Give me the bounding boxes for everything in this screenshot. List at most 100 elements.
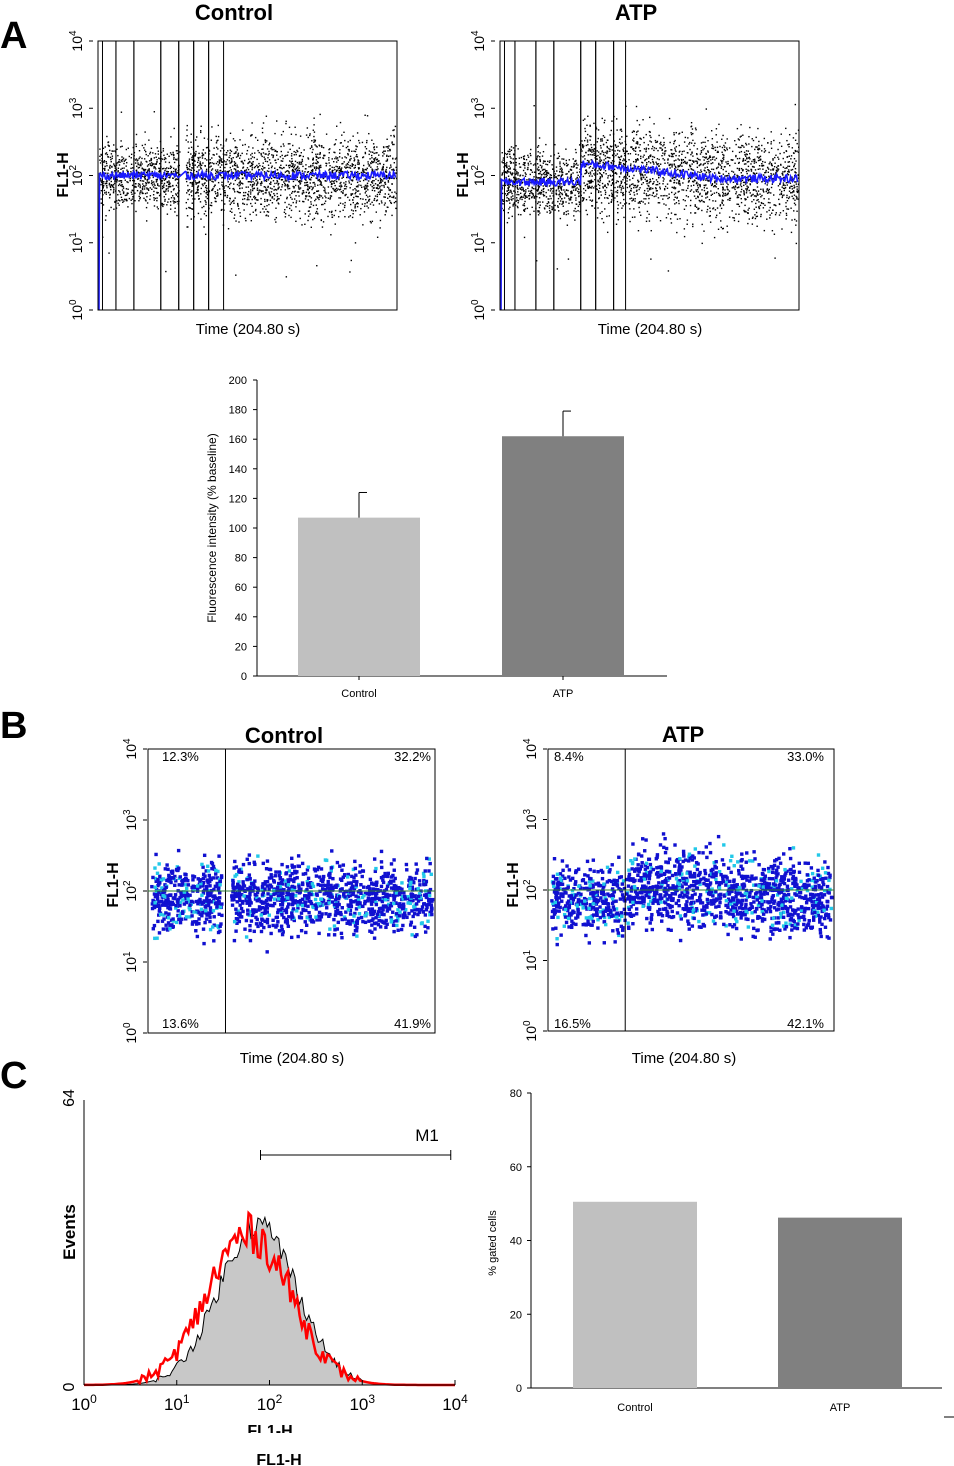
event-point xyxy=(226,194,229,197)
event-point xyxy=(751,160,753,163)
event-point xyxy=(515,158,517,160)
event-point xyxy=(169,152,172,154)
event-point xyxy=(510,162,512,165)
event-point xyxy=(746,176,748,179)
event-point xyxy=(731,170,733,173)
event-point xyxy=(552,200,554,203)
event-point xyxy=(794,181,796,183)
y-tick-label: 102 xyxy=(68,164,85,186)
event-point xyxy=(728,216,731,218)
event-point xyxy=(330,211,333,214)
event-point xyxy=(115,207,118,209)
event-point xyxy=(260,181,263,183)
event-point xyxy=(186,124,188,127)
event-point xyxy=(673,164,676,166)
event-point xyxy=(789,187,791,189)
event-point xyxy=(324,200,327,202)
event-point xyxy=(748,178,751,181)
event-point xyxy=(653,147,656,149)
event-point xyxy=(609,145,612,147)
event-point xyxy=(529,192,531,195)
event-point xyxy=(320,182,322,185)
event-point xyxy=(741,169,744,171)
event-point xyxy=(697,187,700,189)
event-point xyxy=(384,183,387,185)
event-point xyxy=(198,169,200,171)
event-point xyxy=(356,190,359,192)
event-point xyxy=(513,202,516,204)
event-point xyxy=(787,169,790,171)
event-point xyxy=(637,229,640,232)
event-point xyxy=(795,132,797,135)
event-point xyxy=(338,185,341,187)
event-point xyxy=(560,183,562,185)
event-point xyxy=(225,184,227,187)
event-point xyxy=(122,187,125,189)
event-point xyxy=(575,159,577,162)
event-point xyxy=(546,205,549,207)
event-point xyxy=(782,210,785,212)
event-point xyxy=(315,169,317,171)
event-point xyxy=(385,171,388,173)
event-point xyxy=(643,189,646,192)
event-point xyxy=(772,158,774,160)
event-point xyxy=(538,206,541,209)
event-point xyxy=(336,125,338,127)
event-point xyxy=(293,165,296,168)
event-point xyxy=(693,195,696,197)
event-point xyxy=(759,168,761,170)
event-point xyxy=(705,156,708,158)
event-point xyxy=(305,196,307,198)
event-point xyxy=(589,173,592,175)
event-point xyxy=(169,167,172,170)
event-point xyxy=(216,161,219,163)
event-point xyxy=(570,166,573,168)
event-point xyxy=(385,168,387,171)
event-point xyxy=(266,210,269,213)
event-point xyxy=(514,173,517,175)
event-point xyxy=(697,208,699,211)
event-point xyxy=(190,218,193,220)
event-point xyxy=(332,180,335,183)
event-point xyxy=(705,153,708,155)
event-point xyxy=(275,207,277,209)
event-point xyxy=(165,168,167,170)
event-point xyxy=(597,154,599,157)
event-point xyxy=(589,181,591,183)
event-point xyxy=(147,189,150,192)
event-point xyxy=(344,156,346,158)
event-point xyxy=(276,180,279,183)
event-point xyxy=(141,175,144,178)
event-point xyxy=(709,207,711,209)
event-point xyxy=(636,159,638,161)
event-point xyxy=(306,127,309,129)
event-point xyxy=(682,182,684,184)
event-point xyxy=(330,191,333,194)
event-point xyxy=(134,162,137,164)
event-point xyxy=(303,200,305,203)
event-point xyxy=(264,139,266,141)
event-point xyxy=(139,186,141,189)
event-point xyxy=(678,182,680,185)
event-point xyxy=(308,210,310,212)
event-point xyxy=(190,153,192,155)
event-point xyxy=(188,206,190,209)
event-point xyxy=(563,197,566,199)
event-point xyxy=(527,162,529,164)
event-point xyxy=(692,139,694,142)
event-point xyxy=(101,181,103,184)
event-point xyxy=(648,171,650,173)
event-point xyxy=(699,193,701,196)
event-point xyxy=(738,167,741,170)
event-point xyxy=(717,166,719,168)
event-point xyxy=(632,177,634,179)
event-point xyxy=(249,154,252,156)
event-point xyxy=(196,166,199,168)
event-point xyxy=(142,186,144,188)
event-point xyxy=(503,209,505,212)
event-point xyxy=(642,174,644,177)
event-point xyxy=(231,165,234,167)
event-point xyxy=(172,184,174,187)
event-point xyxy=(209,162,211,164)
event-point xyxy=(758,144,760,147)
